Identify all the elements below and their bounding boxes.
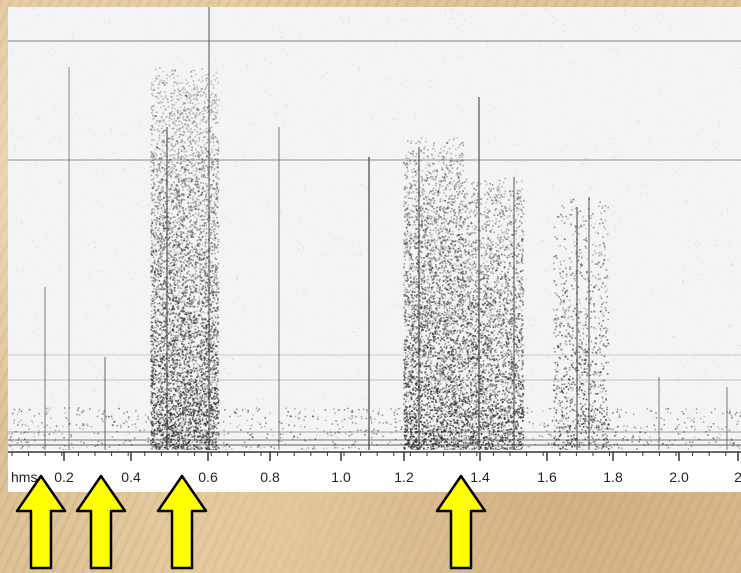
tick-label-0-2: 0.2 (54, 469, 74, 485)
arrow-icon (15, 474, 67, 570)
time-axis-ticks (8, 451, 741, 461)
tick-label-0-6: 0.6 (198, 469, 218, 485)
spectrogram (8, 7, 741, 450)
arrow-icon (156, 474, 208, 570)
time-axis-unit: hms (11, 469, 38, 485)
tick-label-2-cut: 2 (734, 469, 741, 485)
arrow-icon (435, 474, 487, 570)
tick-label-1-4: 1.4 (470, 469, 490, 485)
tick-label-0-8: 0.8 (260, 469, 280, 485)
tick-label-2-0: 2.0 (669, 469, 689, 485)
tick-label-1-2: 1.2 (394, 469, 414, 485)
spectrogram-canvas (8, 7, 741, 450)
tick-label-1-8: 1.8 (603, 469, 623, 485)
tick-label-1-0: 1.0 (331, 469, 351, 485)
tick-label-0-4: 0.4 (121, 469, 141, 485)
arrow-icon (75, 474, 127, 570)
tick-label-1-6: 1.6 (537, 469, 557, 485)
time-axis: hms 0.2 0.4 0.6 0.8 1.0 1.2 1.4 1.6 1.8 … (8, 450, 741, 492)
